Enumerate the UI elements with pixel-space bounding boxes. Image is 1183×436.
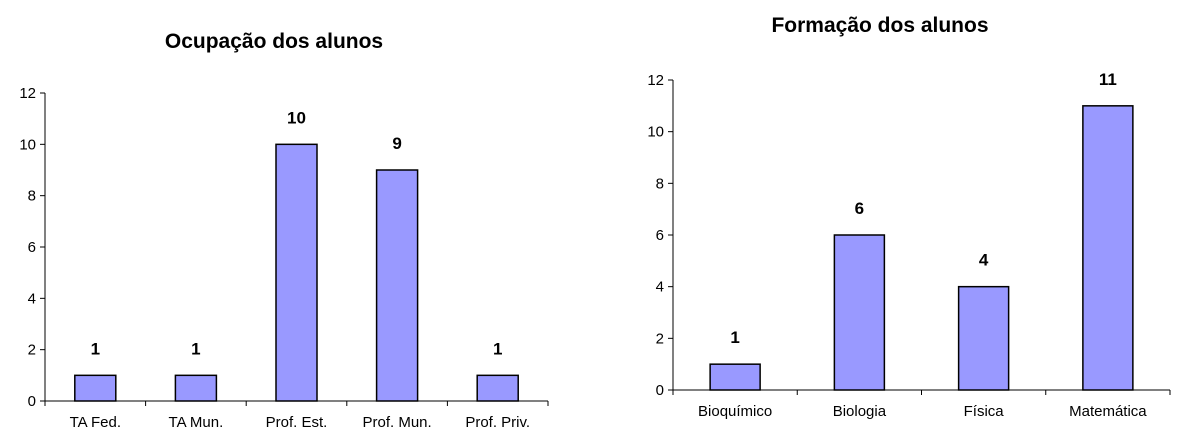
- y-tick-label: 8: [656, 175, 664, 192]
- y-tick-label: 6: [28, 239, 36, 256]
- data-label: 11: [1099, 70, 1117, 89]
- chart-formacao: Formação dos alunos 0 2 4 6 8 10 12 1 Bioquímico…: [600, 0, 1183, 436]
- data-label: 1: [191, 339, 200, 358]
- category-label: Biologia: [833, 403, 887, 420]
- data-label: 9: [392, 134, 401, 153]
- chart-title: Ocupação dos alunos: [164, 30, 384, 53]
- data-label: 1: [91, 339, 100, 358]
- category-label: Prof. Priv.: [465, 414, 530, 431]
- y-tick-label: 10: [19, 136, 36, 153]
- bar: [74, 374, 117, 402]
- y-tick-label: 0: [656, 382, 664, 399]
- chart-title: Formação dos alunos: [771, 14, 989, 37]
- chart-ocupacao: Ocupação dos alunos 0 2 4 6 8 10 12 1 TA Fed. 1 TA…: [0, 0, 560, 436]
- category-label: TA Mun.: [169, 414, 224, 431]
- y-tick-label: 8: [28, 188, 36, 205]
- data-label: 10: [287, 108, 306, 127]
- y-tick-label: 4: [656, 279, 664, 296]
- y-tick-label: 4: [28, 290, 36, 307]
- category-label: Prof. Mun.: [362, 414, 431, 431]
- bar: [709, 363, 761, 391]
- data-label: 6: [855, 199, 864, 218]
- bar: [957, 285, 1010, 391]
- data-label: 1: [730, 328, 739, 347]
- y-tick-label: 2: [656, 330, 664, 347]
- category-label: Matemática: [1069, 403, 1147, 420]
- bar: [833, 234, 886, 391]
- bar: [375, 169, 419, 402]
- bar: [174, 374, 218, 402]
- category-label: TA Fed.: [70, 414, 121, 431]
- bar: [275, 143, 318, 402]
- data-label: 4: [979, 251, 989, 270]
- y-tick-label: 2: [28, 342, 36, 359]
- category-label: Prof. Est.: [266, 414, 328, 431]
- y-tick-label: 6: [656, 227, 664, 244]
- y-tick-label: 10: [647, 124, 664, 141]
- data-label: 1: [493, 339, 502, 358]
- y-tick-label: 12: [647, 72, 664, 89]
- y-tick-label: 12: [19, 85, 36, 102]
- bar: [1082, 105, 1134, 391]
- chart-ocupacao-svg: 0 2 4 6 8 10 12 1 TA Fed. 1 TA Mun. 10 Prof. Est. 9 Pr…: [19, 85, 549, 431]
- chart-formacao-svg: 0 2 4 6 8 10 12 1 Bioquímico 6 Biologia 4 Física 11 Ma…: [647, 70, 1171, 420]
- bar: [476, 374, 519, 402]
- y-tick-label: 0: [28, 393, 36, 410]
- category-label: Bioquímico: [698, 403, 772, 420]
- category-label: Física: [964, 403, 1005, 420]
